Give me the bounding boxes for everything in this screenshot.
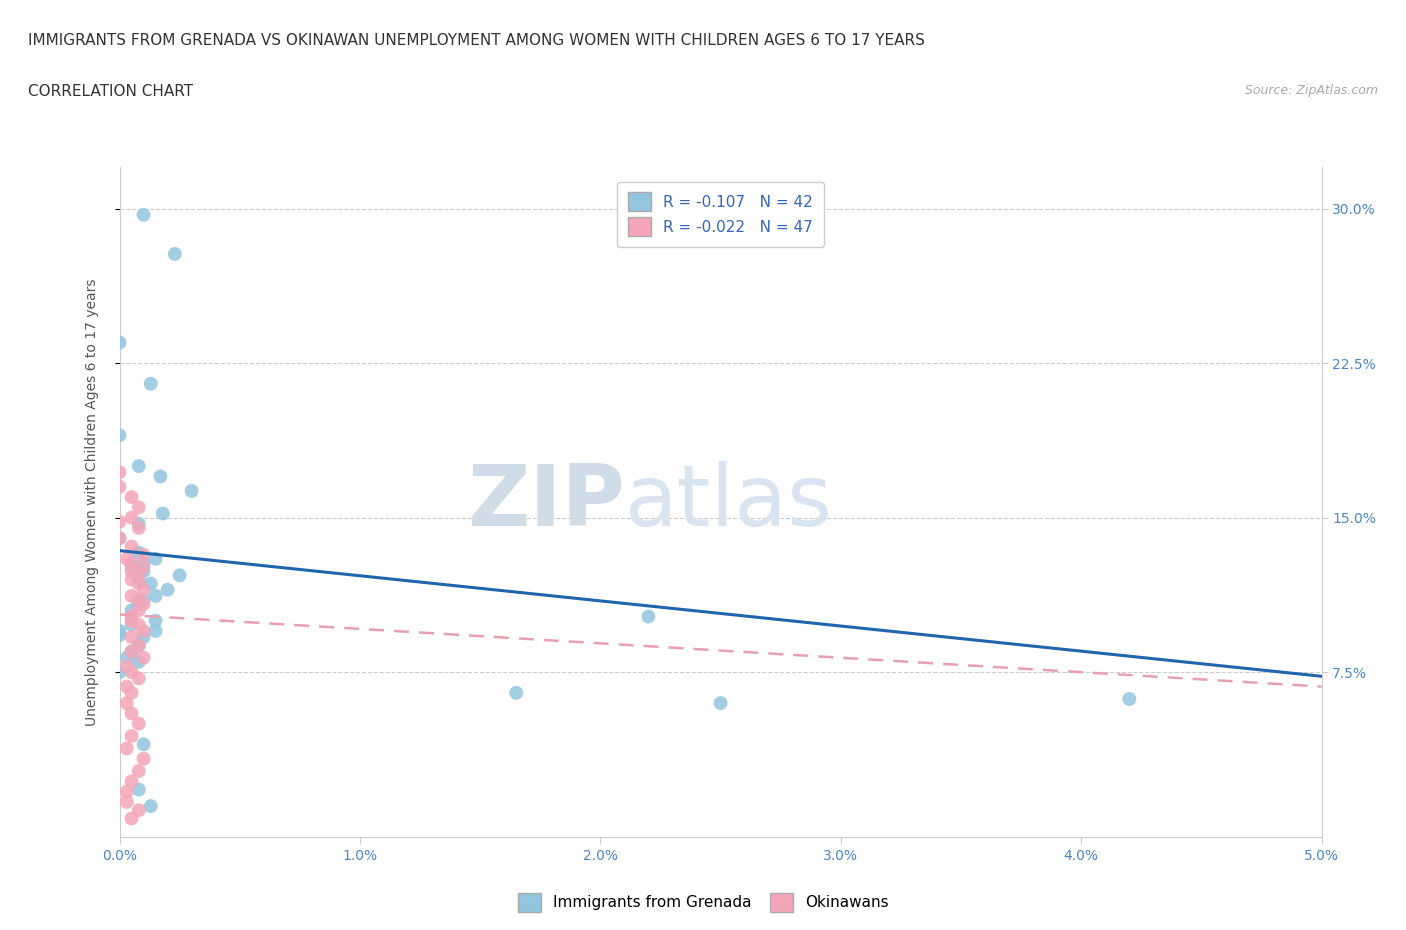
Point — [121, 555, 143, 570]
Point — [121, 618, 143, 632]
Point — [108, 665, 131, 680]
Point — [132, 560, 155, 575]
Point — [163, 246, 186, 261]
Point — [132, 630, 155, 644]
Point — [128, 782, 150, 797]
Point — [121, 685, 143, 700]
Point — [108, 531, 131, 546]
Legend: Immigrants from Grenada, Okinawans: Immigrants from Grenada, Okinawans — [512, 887, 894, 918]
Point — [108, 514, 131, 529]
Point — [139, 799, 162, 814]
Point — [121, 728, 143, 743]
Point — [121, 589, 143, 604]
Point — [108, 335, 131, 350]
Point — [1118, 692, 1140, 707]
Point — [115, 696, 138, 711]
Text: ZIP: ZIP — [467, 460, 624, 544]
Point — [709, 696, 731, 711]
Point — [121, 811, 143, 826]
Point — [121, 609, 143, 624]
Point — [121, 706, 143, 721]
Point — [115, 784, 138, 799]
Point — [145, 589, 167, 604]
Point — [128, 618, 150, 632]
Point — [128, 458, 150, 473]
Point — [108, 628, 131, 643]
Y-axis label: Unemployment Among Women with Children Ages 6 to 17 years: Unemployment Among Women with Children A… — [84, 278, 98, 726]
Point — [145, 551, 167, 566]
Point — [132, 207, 155, 222]
Point — [121, 644, 143, 659]
Point — [128, 592, 150, 607]
Point — [180, 484, 202, 498]
Point — [108, 531, 131, 546]
Point — [132, 564, 155, 578]
Point — [156, 582, 179, 597]
Point — [121, 539, 143, 554]
Point — [128, 597, 150, 612]
Point — [132, 555, 155, 570]
Point — [115, 679, 138, 694]
Point — [128, 572, 150, 587]
Text: IMMIGRANTS FROM GRENADA VS OKINAWAN UNEMPLOYMENT AMONG WOMEN WITH CHILDREN AGES : IMMIGRANTS FROM GRENADA VS OKINAWAN UNEM… — [28, 33, 925, 47]
Point — [128, 655, 150, 670]
Point — [152, 506, 174, 521]
Point — [121, 774, 143, 789]
Point — [108, 465, 131, 480]
Point — [128, 577, 150, 591]
Text: CORRELATION CHART: CORRELATION CHART — [28, 84, 193, 99]
Point — [145, 623, 167, 638]
Point — [128, 803, 150, 817]
Point — [139, 577, 162, 591]
Point — [637, 609, 659, 624]
Point — [132, 623, 155, 638]
Point — [128, 603, 150, 618]
Point — [132, 751, 155, 766]
Point — [121, 630, 143, 644]
Point — [128, 638, 150, 653]
Point — [132, 597, 155, 612]
Point — [139, 377, 162, 392]
Point — [132, 650, 155, 665]
Text: atlas: atlas — [624, 460, 832, 544]
Point — [149, 469, 172, 484]
Point — [115, 650, 138, 665]
Legend: R = -0.107   N = 42, R = -0.022   N = 47: R = -0.107 N = 42, R = -0.022 N = 47 — [617, 181, 824, 246]
Point — [128, 716, 150, 731]
Point — [128, 671, 150, 685]
Point — [121, 489, 143, 504]
Point — [132, 592, 155, 607]
Point — [145, 613, 167, 628]
Point — [132, 737, 155, 751]
Point — [108, 428, 131, 443]
Point — [121, 644, 143, 659]
Point — [121, 603, 143, 618]
Text: Source: ZipAtlas.com: Source: ZipAtlas.com — [1244, 84, 1378, 97]
Point — [121, 665, 143, 680]
Point — [128, 568, 150, 583]
Point — [121, 572, 143, 587]
Point — [115, 551, 138, 566]
Point — [108, 623, 131, 638]
Point — [121, 511, 143, 525]
Point — [128, 521, 150, 536]
Point — [121, 613, 143, 628]
Point — [128, 500, 150, 515]
Point — [128, 516, 150, 531]
Point — [108, 479, 131, 494]
Point — [128, 545, 150, 560]
Point — [115, 741, 138, 756]
Point — [115, 794, 138, 809]
Point — [505, 685, 527, 700]
Point — [115, 658, 138, 673]
Point — [121, 560, 143, 575]
Point — [121, 564, 143, 578]
Point — [132, 547, 155, 562]
Point — [128, 638, 150, 653]
Point — [128, 764, 150, 778]
Point — [169, 568, 191, 583]
Point — [132, 582, 155, 597]
